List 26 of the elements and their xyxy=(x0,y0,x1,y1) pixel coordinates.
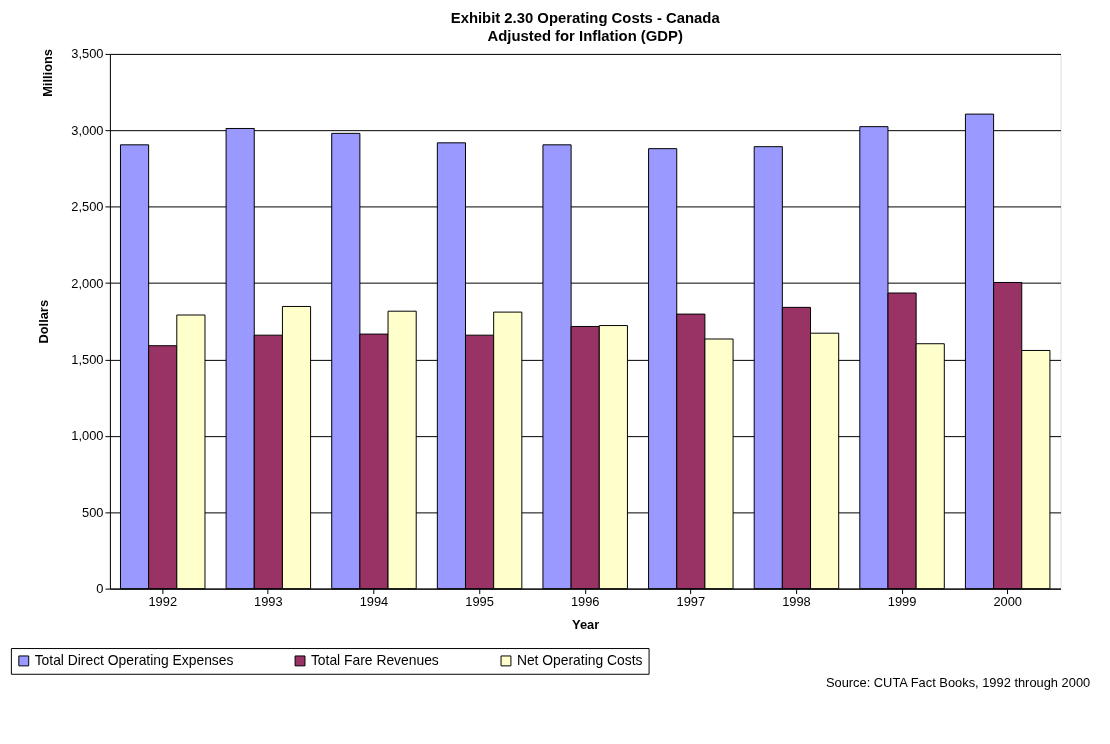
chart-title: Exhibit 2.30 Operating Costs - Canada xyxy=(450,10,721,27)
chart-subtitle: Adjusted for Inflation (GDP) xyxy=(487,28,683,45)
y-tick-label: 3,000 xyxy=(71,122,104,138)
legend-label: Total Fare Revenues xyxy=(310,651,439,668)
x-tick-label: 1998 xyxy=(782,593,811,609)
text: Millions xyxy=(40,48,56,97)
x-tick-label: 1993 xyxy=(254,593,283,609)
legend-label: Net Operating Costs xyxy=(516,651,643,668)
y-axis-title: Dollars xyxy=(36,299,52,344)
x-tick-label: 1994 xyxy=(359,593,389,609)
x-axis-title: Year xyxy=(572,616,600,632)
x-tick-label: 1992 xyxy=(148,593,178,609)
y-tick-label: 0 xyxy=(96,581,104,597)
y-tick-label: 2,500 xyxy=(71,199,104,215)
source-note: Source: CUTA Fact Books, 1992 through 2000 xyxy=(825,674,1091,690)
x-tick-label: 1996 xyxy=(570,593,600,609)
y-tick-label: 500 xyxy=(82,504,104,520)
y-tick-label: 1,000 xyxy=(71,428,104,444)
x-tick-label: 1997 xyxy=(676,593,706,609)
x-tick-label: 1999 xyxy=(887,593,917,609)
y-tick-label: 1,500 xyxy=(71,351,104,367)
x-tick-label: 2000 xyxy=(993,593,1022,609)
legend-label: Total Direct Operating Expenses xyxy=(34,651,234,668)
x-tick-label: 1995 xyxy=(465,593,494,609)
y-tick-label: 2,000 xyxy=(71,275,104,291)
y-tick-label: 3,500 xyxy=(71,46,104,62)
